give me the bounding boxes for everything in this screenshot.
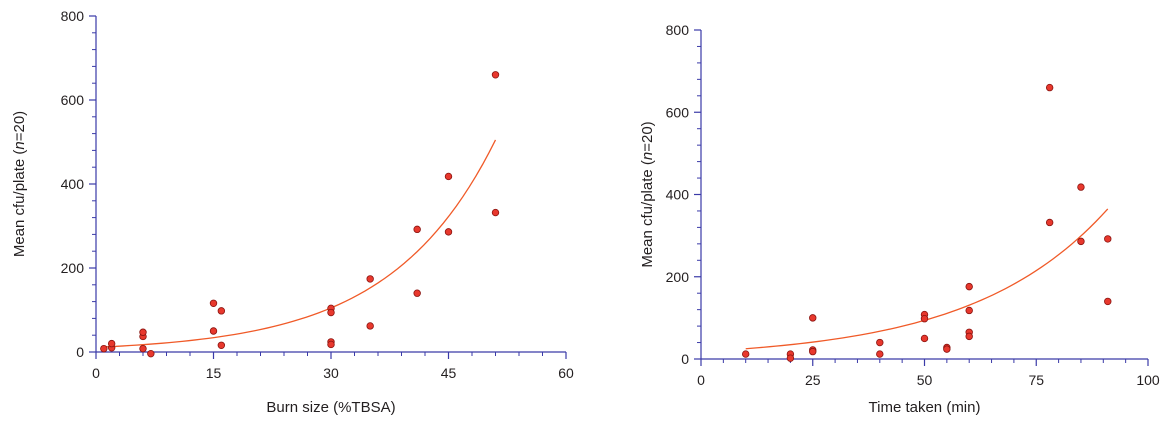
data-point [876, 338, 884, 347]
y-tick-label: 200 [666, 269, 690, 285]
x-tick-label: 25 [805, 372, 821, 388]
data-point [809, 347, 817, 356]
data-point [100, 344, 108, 353]
chart-time-taken: 0 25 50 75 100 0 200 400 600 800 Time taken (min) M… [580, 0, 1161, 416]
data-point [1077, 237, 1085, 246]
y-tick-label: 0 [681, 351, 689, 367]
x-tick-label: 45 [441, 365, 457, 381]
data-point [491, 71, 500, 79]
x-tick-label: 15 [206, 365, 222, 381]
data-point [444, 228, 453, 236]
trend-line [103, 139, 497, 348]
data-point [1045, 218, 1054, 227]
data-point [139, 328, 147, 336]
data-point [366, 322, 374, 330]
data-point [413, 289, 421, 297]
x-tick-label: 0 [697, 372, 705, 388]
data-point [327, 340, 335, 349]
y-tick-label: 800 [61, 8, 85, 24]
x-tick-label: 0 [92, 365, 100, 381]
y-axis-title-part: n [639, 152, 656, 160]
y-axis-title-part: n [11, 141, 28, 149]
y-tick-label: 0 [76, 344, 84, 360]
data-point [965, 282, 973, 291]
x-tick-label: 75 [1028, 372, 1044, 388]
x-axis-title: Burn size (%TBSA) [266, 399, 395, 416]
data-point [327, 308, 335, 317]
y-axis-title: Mean cfu/plate (n=20) [11, 111, 28, 257]
data-point [491, 208, 500, 217]
data-point [786, 354, 795, 362]
x-tick-label: 100 [1136, 372, 1160, 388]
y-axis-title-part: Mean cfu/plate ( [639, 160, 656, 268]
chart-time-taken-svg: 0 25 50 75 100 0 200 400 600 800 Time taken (min) M… [639, 22, 1160, 416]
y-axis-title-part: Mean cfu/plate ( [11, 150, 28, 258]
trend-line [745, 208, 1109, 350]
y-tick-label: 600 [666, 104, 690, 120]
data-point [107, 339, 116, 348]
y-tick-label: 200 [61, 260, 85, 276]
data-point [741, 350, 750, 358]
y-tick-label: 400 [666, 187, 690, 203]
x-tick-label: 50 [917, 372, 933, 388]
data-point [965, 306, 973, 315]
y-axis-title-part: =20) [639, 121, 656, 151]
data-point [876, 350, 884, 358]
data-point [920, 334, 929, 343]
data-point [943, 345, 951, 353]
y-axis-title-part: =20) [11, 111, 28, 141]
data-point [217, 341, 226, 349]
data-point [217, 307, 226, 315]
data-point [965, 332, 973, 341]
data-point [1045, 83, 1054, 92]
data-point [209, 327, 218, 335]
data-point [413, 225, 421, 234]
x-axis-title: Time taken (min) [869, 399, 981, 416]
data-point [809, 314, 817, 322]
data-point [209, 299, 218, 307]
data-point [920, 314, 929, 323]
data-point [147, 349, 155, 358]
x-tick-label: 60 [558, 365, 574, 381]
y-tick-label: 400 [61, 176, 85, 192]
y-axis-title: Mean cfu/plate (n=20) [639, 121, 656, 267]
data-point [1077, 183, 1085, 191]
data-point [444, 172, 453, 181]
data-point [1104, 297, 1112, 306]
y-tick-label: 800 [666, 22, 690, 38]
data-point [366, 275, 374, 283]
data-point [1104, 235, 1112, 243]
y-tick-label: 600 [61, 92, 85, 108]
chart-burn-size: 0 15 30 45 60 0 200 400 600 800 Burn size (%TBSA) M… [0, 0, 580, 416]
x-tick-label: 30 [323, 365, 339, 381]
data-point [139, 344, 147, 353]
